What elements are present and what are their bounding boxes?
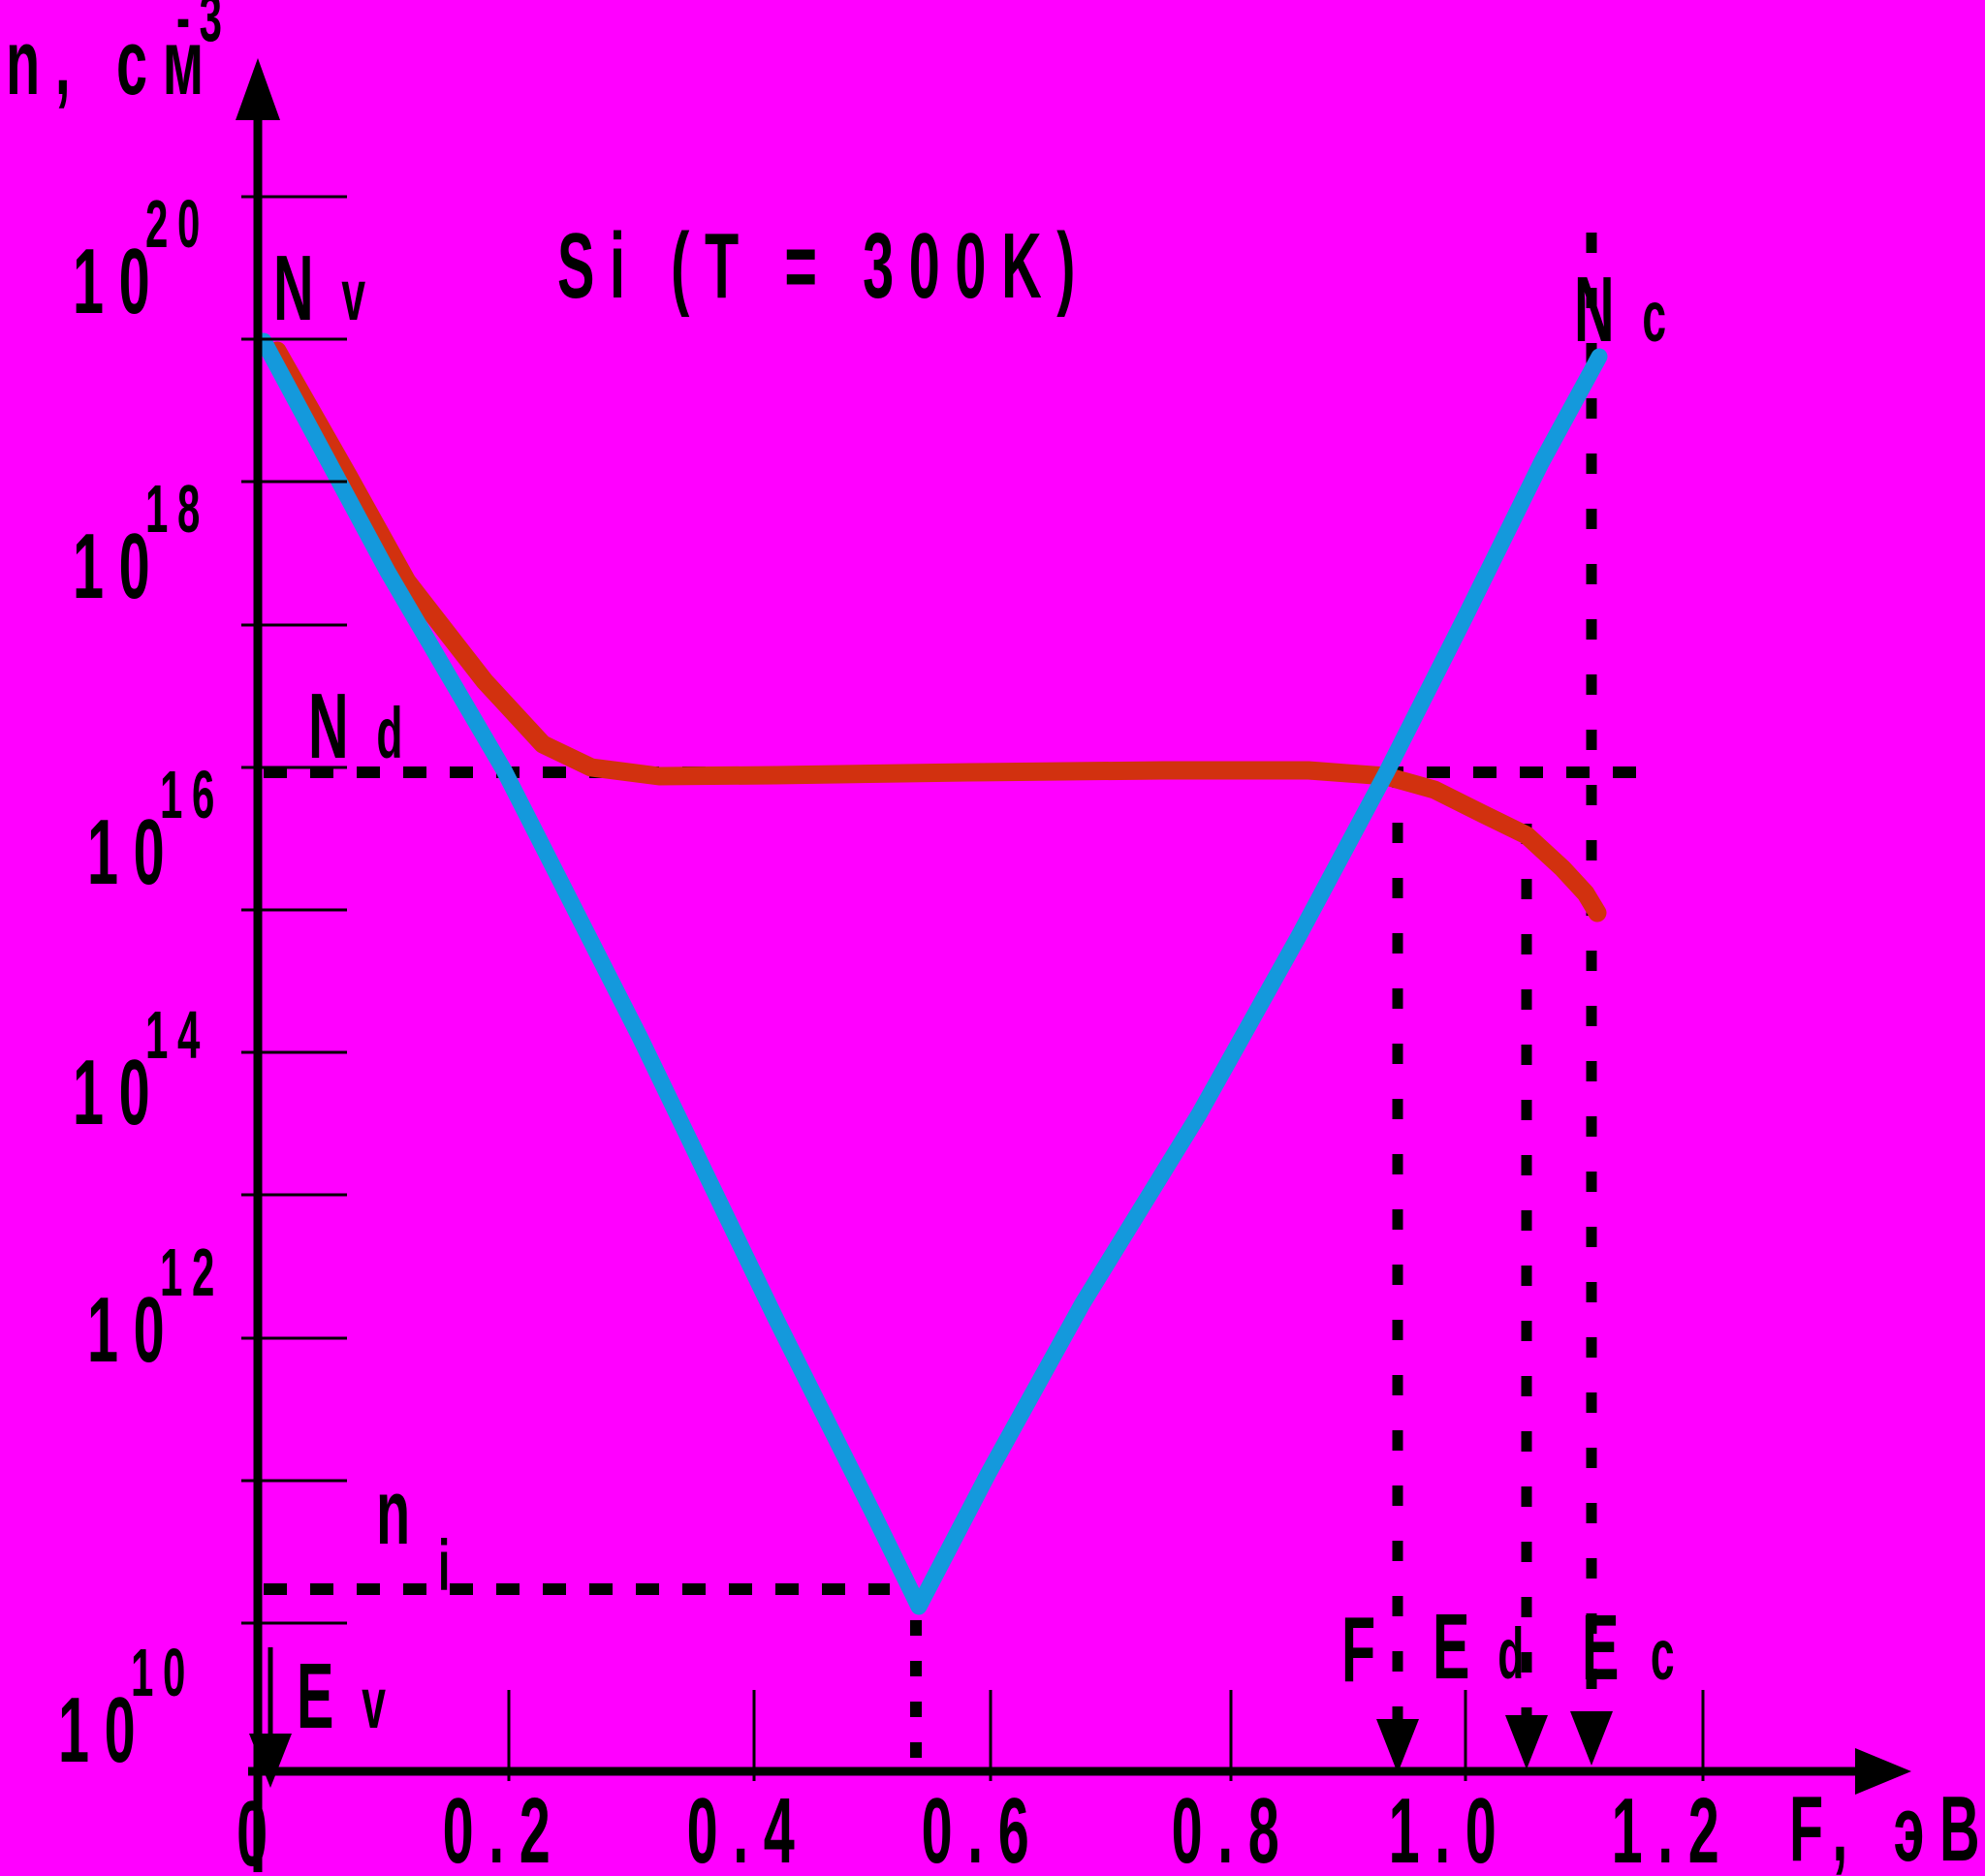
y-tick-exponent: 16 <box>160 758 224 833</box>
doped-concentration-curve <box>268 341 1607 922</box>
x-tick-label: 1.2 <box>1612 1778 1735 1876</box>
x-tick-label: 0.8 <box>1172 1778 1295 1876</box>
y-axis-unit-exponent: -3 <box>176 0 232 56</box>
y-axis-arrowhead-icon <box>236 58 280 120</box>
x-tick-label: 0.2 <box>443 1778 566 1876</box>
x-axis-unit-label: F, эВ <box>1789 1776 1985 1876</box>
conduction-band-arrowhead-icon <box>1570 1711 1613 1766</box>
x-tick-label: 0.6 <box>922 1778 1045 1876</box>
y-tick-exponent: 14 <box>145 998 209 1074</box>
y-axis-unit-label: n, см <box>6 10 219 114</box>
fermi-level-arrowhead-icon <box>1376 1719 1419 1773</box>
y-tick-exponent: 18 <box>145 472 209 547</box>
x-tick-label: 0.4 <box>687 1778 810 1876</box>
y-tick-label: 10 <box>73 229 165 333</box>
y-tick-exponent: 10 <box>131 1636 195 1711</box>
y-tick-exponent: 20 <box>145 187 209 263</box>
electron-concentration-curve <box>255 332 1608 1615</box>
y-tick-label: 10 <box>58 1677 150 1782</box>
x-axis-arrowhead-icon <box>1855 1748 1911 1795</box>
plot-title: Si (T = 300K) <box>557 213 1090 318</box>
y-tick-label: 10 <box>87 799 179 904</box>
label-ni: ni <box>376 1459 450 1606</box>
x-tick-label: 0 <box>236 1781 283 1876</box>
y-tick-label: 10 <box>87 1277 179 1382</box>
y-tick-exponent: 12 <box>160 1235 224 1311</box>
label-fermi: F <box>1341 1597 1391 1702</box>
y-tick-label: 10 <box>73 1040 165 1144</box>
donor-level-arrowhead-icon <box>1505 1715 1548 1769</box>
x-tick-label: 1.0 <box>1389 1778 1512 1876</box>
y-tick-label: 10 <box>73 514 165 618</box>
